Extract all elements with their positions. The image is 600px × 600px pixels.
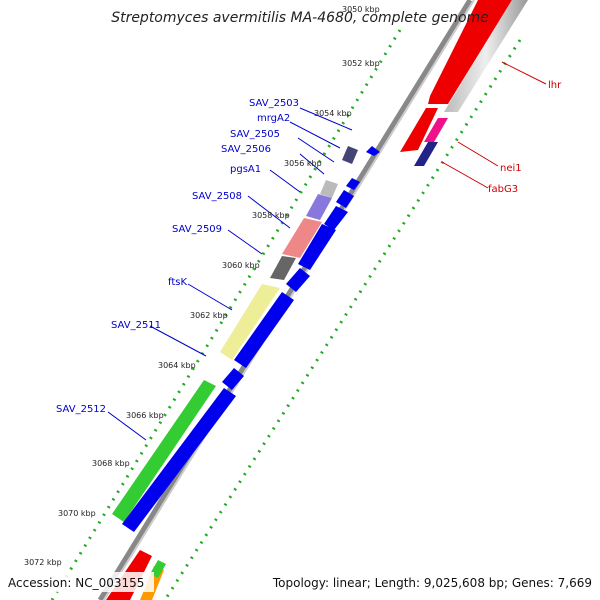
cds-arrow-5 — [298, 224, 336, 270]
gene-label-fabg3[interactable]: fabG3 — [488, 184, 518, 195]
tick-dotted-line-inner — [163, 39, 522, 600]
feature-purple-1 — [342, 146, 358, 164]
gene-label-sav2508[interactable]: SAV_2508 — [192, 191, 242, 202]
cds-arrow-9 — [122, 388, 236, 532]
tick-label-3060: 3060 kbp — [222, 261, 260, 270]
cds-arrow-1 — [366, 146, 380, 156]
feature-salmon — [282, 218, 322, 258]
gene-label-sav2511[interactable]: SAV_2511 — [111, 320, 161, 331]
tick-label-3056: 3056 kbp — [284, 159, 322, 168]
footer-topology-bg — [266, 572, 596, 592]
tick-label-3066: 3066 kbp — [126, 411, 164, 420]
tick-label-3072: 3072 kbp — [24, 558, 62, 567]
cds-arrow-8 — [222, 368, 244, 390]
feature-purple-2 — [306, 194, 332, 220]
cds-arrow-4 — [324, 206, 348, 230]
tick-label-3050: 3050 kbp — [342, 5, 380, 14]
feature-green-large — [112, 380, 216, 522]
cds-arrow-7 — [234, 292, 294, 368]
gene-label-ftsk[interactable]: ftsK — [168, 277, 187, 288]
gene-label-sav2505[interactable]: SAV_2505 — [230, 129, 280, 140]
tick-label-3070: 3070 kbp — [58, 509, 96, 518]
feature-red-small — [400, 108, 438, 152]
right-label-leaders — [441, 61, 547, 189]
feature-navy-small — [414, 142, 438, 166]
feature-rna-red-large — [428, 0, 512, 104]
cds-arrow-6 — [286, 268, 310, 292]
gene-label-sav2503[interactable]: SAV_2503 — [249, 98, 299, 109]
left-label-leaders — [107, 107, 353, 441]
gene-label-sav2512[interactable]: SAV_2512 — [56, 404, 106, 415]
tick-label-3058: 3058 kbp — [252, 211, 290, 220]
tick-label-3064: 3064 kbp — [158, 361, 196, 370]
cds-arrow-2 — [346, 178, 360, 190]
feature-gray-large — [444, 0, 528, 112]
gene-label-pgsa1[interactable]: pgsA1 — [230, 164, 261, 175]
tick-label-3062: 3062 kbp — [190, 311, 228, 320]
tick-label-3068: 3068 kbp — [92, 459, 130, 468]
gene-label-sav2509[interactable]: SAV_2509 — [172, 224, 222, 235]
feature-darkgray — [270, 256, 296, 280]
footer-accession-bg — [4, 572, 154, 592]
map-title: Streptomyces avermitilis MA-4680, comple… — [111, 10, 489, 26]
gene-label-mrga2[interactable]: mrgA2 — [257, 113, 290, 124]
footer-accession: Accession: NC_003155 — [8, 576, 144, 590]
gene-label-nei1[interactable]: nei1 — [500, 163, 522, 174]
cds-arrow-3 — [336, 190, 354, 208]
tick-label-3054: 3054 kbp — [314, 109, 352, 118]
gene-label-sav2506[interactable]: SAV_2506 — [221, 144, 271, 155]
gene-label-lhr[interactable]: lhr — [548, 80, 562, 91]
feature-pink-small — [424, 118, 448, 142]
footer-topology: Topology: linear; Length: 9,025,608 bp; … — [272, 576, 592, 590]
feature-lightgray — [320, 180, 338, 198]
feature-yellow — [220, 284, 280, 360]
tick-dotted-line-outer — [50, 29, 402, 600]
tick-label-3052: 3052 kbp — [342, 59, 380, 68]
